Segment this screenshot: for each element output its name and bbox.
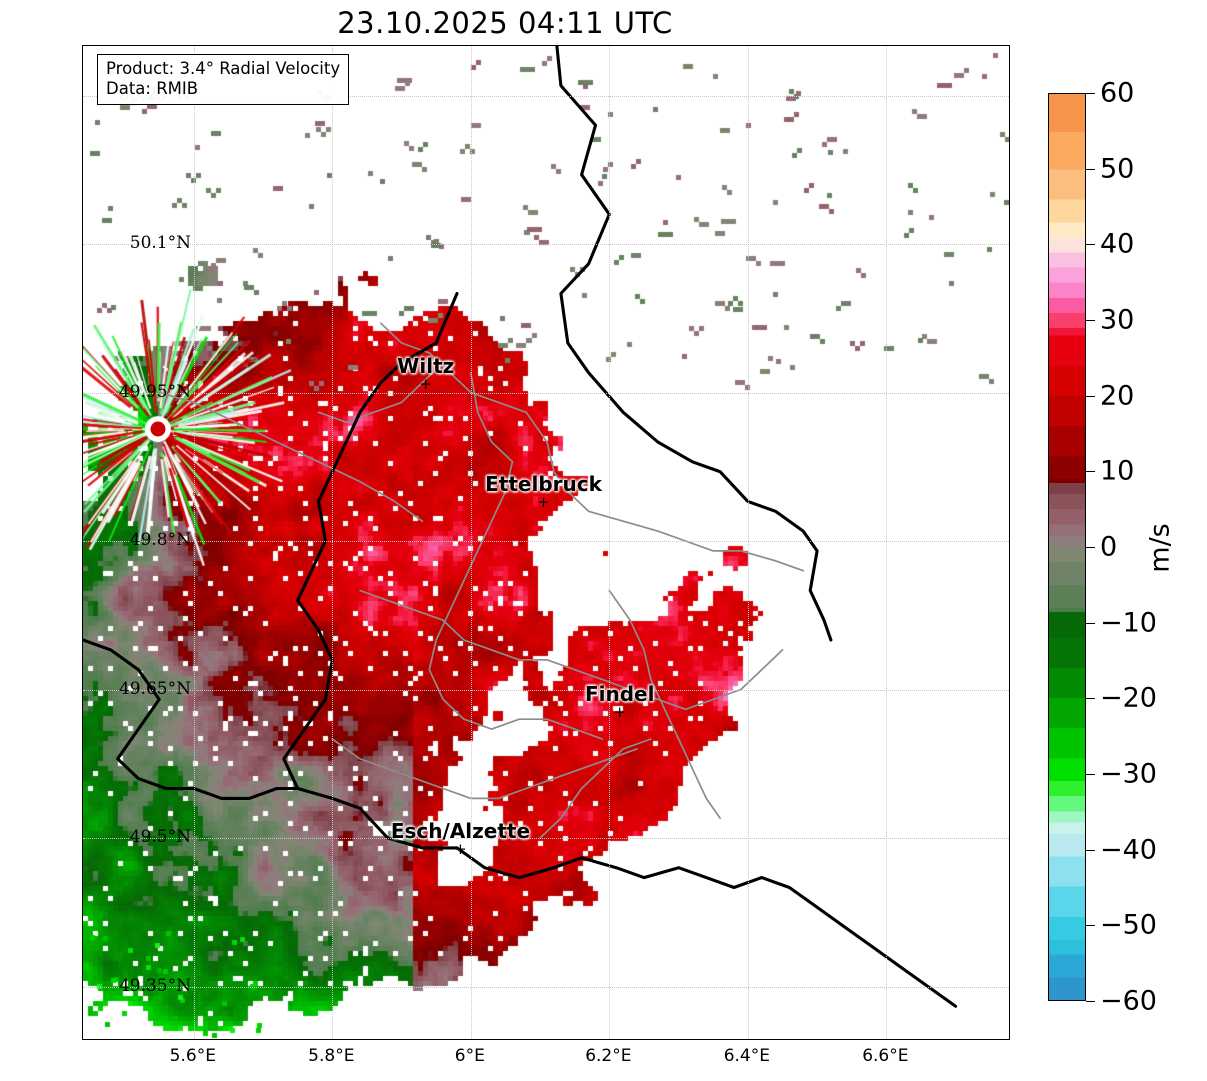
colorbar-tick-label: 30 [1100,304,1135,336]
radar-echo-layer [83,46,1009,1039]
colorbar-unit-label: m/s [1144,523,1176,573]
radar-site-marker [150,421,166,437]
x-tick-label: 5.6°E [169,1046,216,1066]
colorbar-tick-label: −20 [1100,682,1157,714]
y-tick-label: 49.95°N [118,381,191,402]
x-tick-label: 6.4°E [723,1046,770,1066]
colorbar-tick [1086,698,1095,700]
colorbar-tick-label: 20 [1100,380,1135,412]
gridline-lat [83,541,1009,543]
colorbar-tick [1086,244,1095,246]
product-info-box: Product: 3.4° Radial Velocity Data: RMIB [97,54,350,106]
colorbar-tick [1086,471,1095,473]
colorbar-tick [1086,320,1095,321]
gridline-lat [83,986,1009,988]
colorbar-tick [1086,395,1095,397]
colorbar-tick [1086,547,1095,548]
colorbar-tick-label: 40 [1100,228,1135,260]
page-title: 23.10.2025 04:11 UTC [337,6,673,40]
x-tick-label: 6.6°E [862,1046,909,1066]
data-source-line: Data: RMIB [106,79,199,99]
gridline-lat [83,838,1009,840]
colorbar-tick-label: 0 [1100,531,1118,563]
map-clip: Wiltz + Ettelbruck + Findel + Esch/Alzette + [83,46,1009,1039]
colorbar-tick-label: −50 [1100,909,1157,941]
colorbar-tick [1086,849,1095,851]
gridline-lon [747,46,749,1039]
colorbar-tick [1086,168,1095,170]
y-tick-label: 49.65°N [118,678,191,699]
gridline-lat [83,689,1009,691]
colorbar-tick-label: −60 [1100,985,1157,1017]
colorbar-tick-label: 50 [1100,153,1135,185]
colorbar-tick [1086,774,1095,775]
colorbar-gradient [1048,93,1086,1001]
colorbar-tick [1086,1001,1095,1002]
gridline-lon [193,46,195,1039]
radar-map[interactable]: Wiltz + Ettelbruck + Findel + Esch/Alzette + Pr… [82,45,1010,1040]
colorbar-tick-label: 60 [1100,77,1135,109]
colorbar-tick-label: −10 [1100,607,1157,639]
x-tick-label: 6°E [454,1046,485,1066]
colorbar-tick-label: 10 [1100,455,1135,487]
y-tick-label: 49.8°N [129,530,191,551]
x-tick-label: 5.8°E [308,1046,355,1066]
colorbar-tick-label: −30 [1100,758,1157,790]
product-line: Product: 3.4° Radial Velocity [106,59,341,78]
gridline-lon [470,46,472,1039]
colorbar-tick-label: −40 [1100,834,1157,866]
x-tick-label: 6.2°E [585,1046,632,1066]
gridline-lon [332,46,334,1039]
y-tick-label: 49.5°N [129,827,191,848]
gridline-lat [83,392,1009,394]
colorbar-tick [1086,93,1095,94]
y-tick-label: 49.35°N [118,975,191,996]
colorbar-tick [1086,925,1095,927]
gridline-lat [83,244,1009,245]
gridline-lat [83,95,1009,97]
gridline-lon [609,46,611,1039]
y-tick-label: 50.1°N [129,233,191,253]
colorbar[interactable]: 60 50 40 30 20 10 0 −10 −20 −30 −40 −50 −60 [1048,78,1157,1017]
gridline-lon [886,46,888,1039]
colorbar-tick [1086,622,1095,624]
